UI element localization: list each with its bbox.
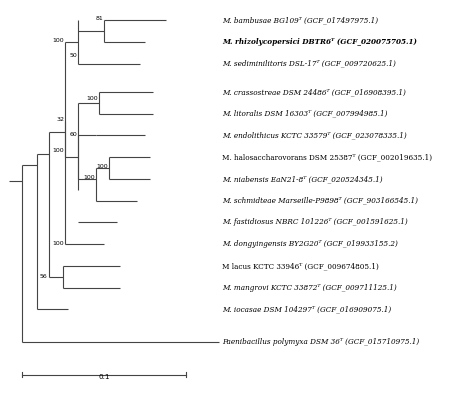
Text: 100: 100 [53,148,64,153]
Text: 56: 56 [40,274,48,279]
Text: Paenibacillus polymyxa DSM 36ᵀ (GCF_015710975.1): Paenibacillus polymyxa DSM 36ᵀ (GCF_0157… [222,338,419,346]
Text: 100: 100 [53,241,64,247]
Text: 100: 100 [53,38,64,43]
Text: 0.1: 0.1 [99,374,110,380]
Text: 100: 100 [97,164,108,169]
Text: 32: 32 [56,118,64,122]
Text: M. endolithicus KCTC 33579ᵀ (GCF_023078335.1): M. endolithicus KCTC 33579ᵀ (GCF_0230783… [222,131,407,139]
Text: M. dongyingensis BY2G20ᵀ (GCF_019933155.2): M. dongyingensis BY2G20ᵀ (GCF_019933155.… [222,240,398,248]
Text: 100: 100 [86,96,98,100]
Text: M. schmidteae Marseille-P9898ᵀ (GCF_903166545.1): M. schmidteae Marseille-P9898ᵀ (GCF_9031… [222,197,418,205]
Text: M. halosaccharovorans DSM 25387ᵀ (GCF_002019635.1): M. halosaccharovorans DSM 25387ᵀ (GCF_00… [222,153,432,161]
Text: 81: 81 [96,16,103,21]
Text: M. mangrovi KCTC 33872ᵀ (GCF_009711125.1): M. mangrovi KCTC 33872ᵀ (GCF_009711125.1… [222,284,397,292]
Text: 50: 50 [69,53,77,58]
Text: M lacus KCTC 33946ᵀ (GCF_009674805.1): M lacus KCTC 33946ᵀ (GCF_009674805.1) [222,262,379,270]
Text: M. fastidiosus NBRC 101226ᵀ (GCF_001591625.1): M. fastidiosus NBRC 101226ᵀ (GCF_0015916… [222,218,408,226]
Text: 100: 100 [83,175,95,180]
Text: 60: 60 [69,131,77,137]
Text: M. litoralis DSM 16303ᵀ (GCF_007994985.1): M. litoralis DSM 16303ᵀ (GCF_007994985.1… [222,110,387,118]
Text: M. bambusae BG109ᵀ (GCF_017497975.1): M. bambusae BG109ᵀ (GCF_017497975.1) [222,16,378,24]
Text: M. crassostreae DSM 24486ᵀ (GCF_016908395.1): M. crassostreae DSM 24486ᵀ (GCF_01690839… [222,88,406,96]
Text: M. sediminilitoris DSL-17ᵀ (GCF_009720625.1): M. sediminilitoris DSL-17ᵀ (GCF_00972062… [222,60,396,67]
Text: M. rhizolycopersici DBTR6ᵀ (GCF_020075705.1): M. rhizolycopersici DBTR6ᵀ (GCF_02007570… [222,38,417,46]
Text: M. niabensis EaN21-8ᵀ (GCF_020524345.1): M. niabensis EaN21-8ᵀ (GCF_020524345.1) [222,175,383,183]
Text: M. iocasae DSM 104297ᵀ (GCF_016909075.1): M. iocasae DSM 104297ᵀ (GCF_016909075.1) [222,305,391,313]
